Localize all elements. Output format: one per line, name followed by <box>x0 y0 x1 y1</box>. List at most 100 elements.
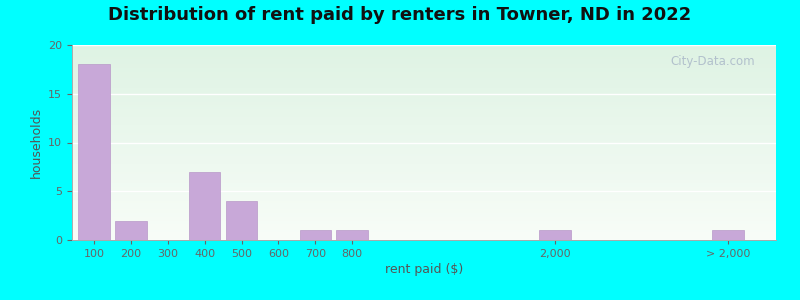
Bar <box>72 105 776 107</box>
Bar <box>72 205 776 207</box>
Bar <box>72 129 776 131</box>
Bar <box>72 139 776 140</box>
Bar <box>72 185 776 187</box>
Bar <box>72 199 776 201</box>
Bar <box>115 220 146 240</box>
Bar <box>72 146 776 148</box>
Bar <box>72 144 776 146</box>
Bar <box>72 125 776 127</box>
Bar <box>72 64 776 66</box>
Bar <box>72 88 776 90</box>
Bar <box>72 136 776 139</box>
Bar <box>78 64 110 240</box>
Bar <box>72 176 776 178</box>
Bar <box>72 156 776 158</box>
Bar <box>72 191 776 193</box>
Bar <box>72 117 776 119</box>
Bar <box>72 47 776 49</box>
Bar <box>72 170 776 172</box>
Bar <box>72 193 776 195</box>
Bar <box>72 80 776 82</box>
Bar <box>72 172 776 174</box>
Bar <box>72 189 776 191</box>
Bar <box>72 209 776 211</box>
Bar <box>72 100 776 101</box>
Bar <box>72 164 776 166</box>
Bar <box>713 230 744 240</box>
Bar <box>72 232 776 234</box>
Bar <box>72 160 776 162</box>
Bar <box>72 101 776 103</box>
Bar <box>72 215 776 217</box>
Bar <box>72 135 776 137</box>
Bar <box>72 76 776 78</box>
Bar <box>72 213 776 215</box>
Bar <box>72 119 776 121</box>
Bar <box>72 70 776 72</box>
Bar <box>72 131 776 133</box>
Bar <box>72 103 776 105</box>
Bar <box>72 207 776 209</box>
Bar <box>72 84 776 86</box>
Bar <box>72 158 776 160</box>
Bar <box>72 62 776 64</box>
Bar <box>72 226 776 228</box>
Bar <box>72 217 776 218</box>
Bar <box>189 172 220 240</box>
Bar <box>72 74 776 76</box>
Bar <box>72 203 776 205</box>
Bar <box>72 179 776 182</box>
Bar <box>72 222 776 224</box>
Bar <box>72 162 776 164</box>
Bar <box>72 197 776 199</box>
Bar <box>337 230 368 240</box>
Bar <box>72 178 776 179</box>
Bar <box>72 230 776 232</box>
Bar <box>72 86 776 88</box>
Text: City-Data.com: City-Data.com <box>670 55 755 68</box>
Bar <box>72 154 776 156</box>
Bar <box>72 183 776 185</box>
Bar <box>72 58 776 61</box>
Bar <box>72 211 776 213</box>
Bar <box>72 168 776 170</box>
Bar <box>72 201 776 203</box>
Bar <box>72 45 776 47</box>
Bar <box>226 201 258 240</box>
Bar <box>72 72 776 74</box>
Bar <box>72 166 776 168</box>
Bar <box>72 66 776 68</box>
Bar <box>72 57 776 59</box>
Bar <box>539 230 570 240</box>
Bar <box>72 111 776 113</box>
Bar <box>72 236 776 238</box>
Bar <box>72 133 776 135</box>
Bar <box>72 182 776 183</box>
Bar <box>72 51 776 53</box>
Bar <box>72 220 776 222</box>
Bar <box>72 187 776 189</box>
Bar <box>72 228 776 230</box>
Bar <box>72 174 776 176</box>
Y-axis label: households: households <box>30 107 42 178</box>
Bar <box>72 142 776 144</box>
Bar <box>72 195 776 197</box>
Bar <box>72 123 776 125</box>
Bar <box>72 115 776 117</box>
Bar <box>72 55 776 57</box>
X-axis label: rent paid ($): rent paid ($) <box>385 263 463 276</box>
Bar <box>72 150 776 152</box>
Bar <box>72 152 776 154</box>
Bar <box>72 121 776 123</box>
Bar <box>72 49 776 51</box>
Bar <box>72 82 776 84</box>
Bar <box>72 238 776 240</box>
Text: Distribution of rent paid by renters in Towner, ND in 2022: Distribution of rent paid by renters in … <box>108 6 692 24</box>
Bar <box>72 140 776 142</box>
Bar <box>72 98 776 100</box>
Bar <box>72 92 776 94</box>
Bar <box>72 113 776 115</box>
Bar <box>72 218 776 220</box>
Bar <box>72 148 776 150</box>
Bar <box>72 90 776 92</box>
